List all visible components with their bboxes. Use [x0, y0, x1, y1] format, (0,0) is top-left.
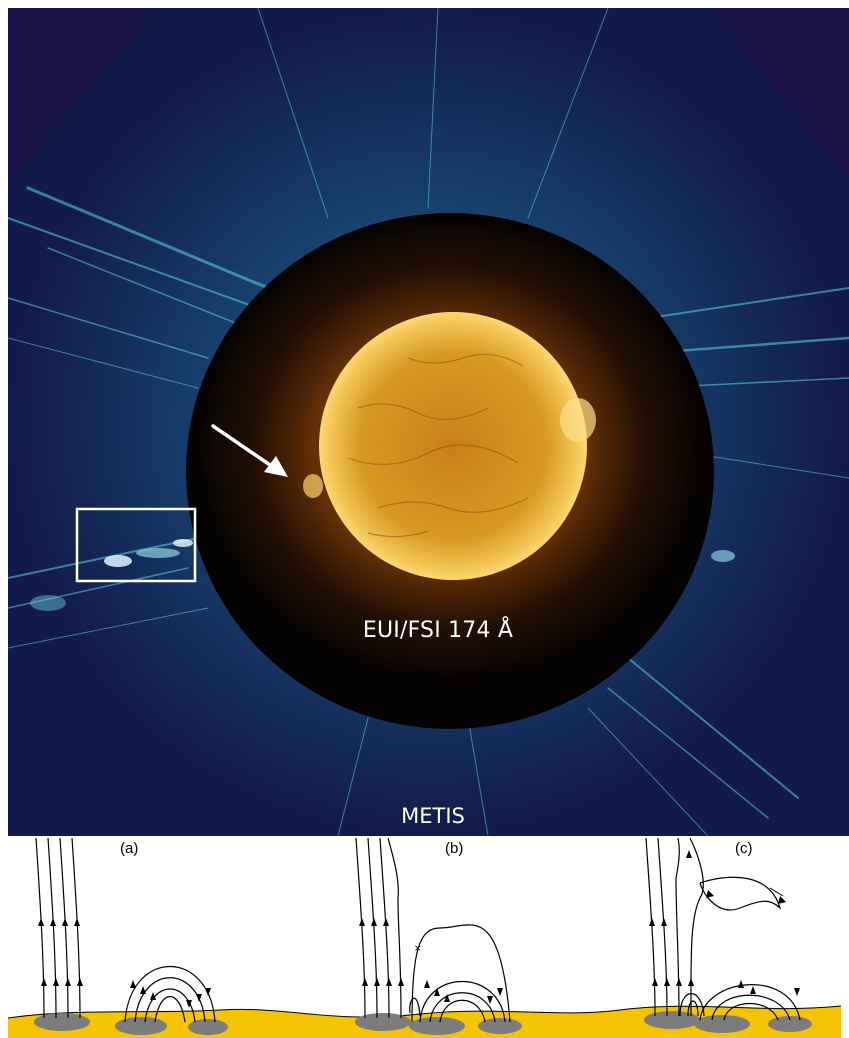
panel-c-label: (c) [735, 840, 753, 857]
schematic-graphic: × [7, 838, 842, 1038]
arrow-icon [211, 424, 288, 477]
svg-text:×: × [414, 944, 422, 954]
schematic-panels: × [0, 838, 849, 1038]
metis-euifsi-composite-image: EUI/FSI 174 Å METIS [8, 8, 849, 836]
panel-a-field-lines [34, 838, 228, 1035]
composite-image-graphic [8, 8, 849, 836]
highlight-box [75, 507, 197, 583]
panel-c-field-lines [644, 838, 812, 1033]
euifsi-label: EUI/FSI 174 Å [362, 618, 514, 643]
panel-a-label: (a) [120, 840, 139, 857]
panel-b-label: (b) [445, 840, 464, 857]
panel-c-small-arrow [769, 887, 784, 897]
panel-b-field-lines: × [355, 838, 522, 1035]
metis-label: METIS [401, 804, 465, 828]
